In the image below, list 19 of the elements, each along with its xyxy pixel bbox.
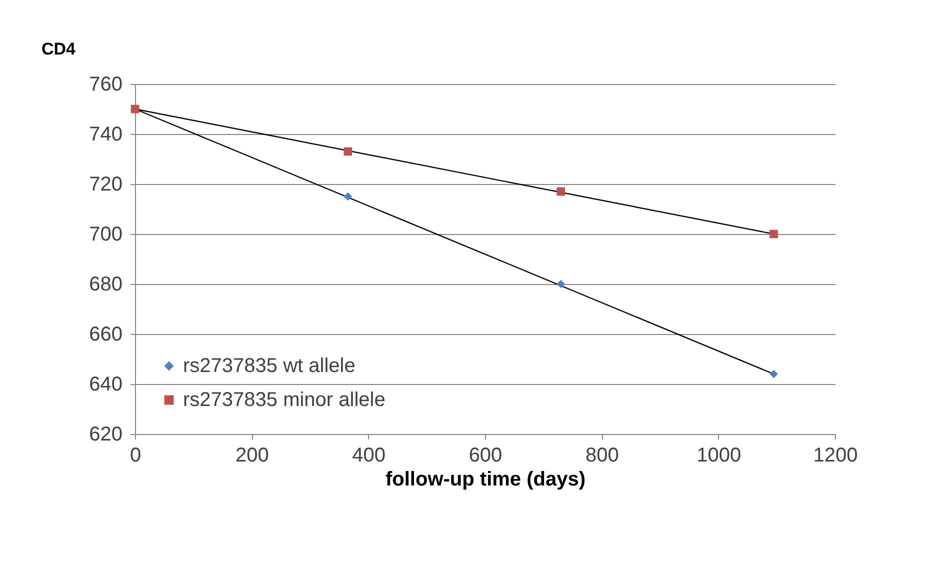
legend-label: rs2737835 minor allele	[183, 389, 386, 411]
x-tick-label: 600	[468, 444, 502, 466]
x-tick-label: 1200	[813, 444, 858, 466]
x-tick-label: 0	[130, 444, 142, 466]
y-tick-label: 760	[89, 74, 122, 96]
y-tick-label: 680	[89, 274, 122, 296]
x-tick-label: 1000	[696, 444, 742, 466]
y-tick-label: 720	[89, 174, 122, 196]
y-tick-label: 620	[89, 424, 122, 446]
y-axis-title: CD4	[41, 40, 76, 58]
y-tick-label: 740	[89, 124, 122, 146]
x-tick-label: 200	[235, 444, 269, 466]
y-tick-label: 640	[89, 374, 122, 396]
x-tick-label: 400	[352, 444, 386, 466]
legend-label: rs2737835 wt allele	[183, 355, 356, 377]
y-tick-label: 660	[89, 324, 122, 346]
x-axis-title: follow-up time (days)	[386, 468, 586, 490]
y-tick-label: 700	[89, 224, 122, 246]
x-tick-label: 800	[585, 444, 619, 466]
